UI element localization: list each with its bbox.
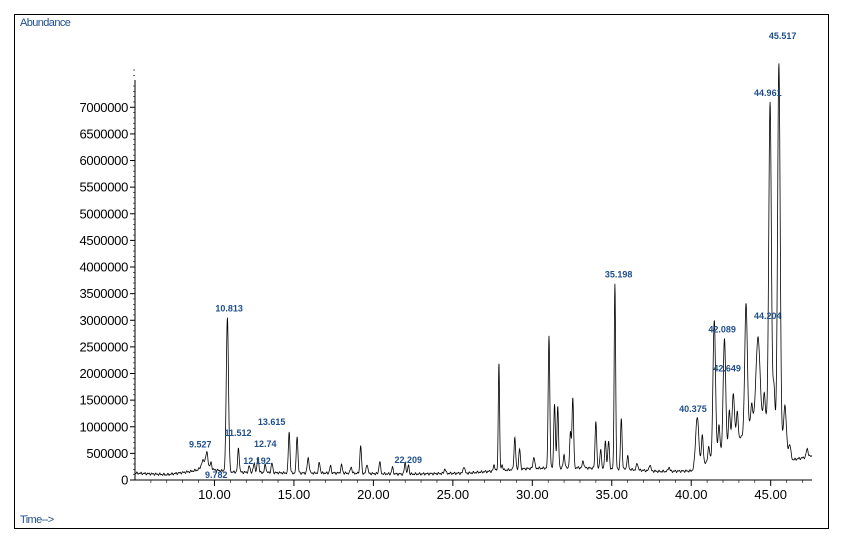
peak-labels: 9.527 9.782 10.813 11.512 12.192 12.74 13.615 2…	[189, 31, 796, 480]
peak-label: 22.209	[394, 455, 422, 465]
x-tick-label: 15.00	[278, 487, 311, 502]
chromatogram-trace	[134, 63, 813, 476]
x-tick-label: 20.00	[357, 487, 390, 502]
peak-label: 12.74	[254, 439, 277, 449]
y-tick-label: 0	[121, 473, 128, 488]
y-tick-label: 6500000	[79, 126, 128, 141]
x-tick-label: 35.00	[595, 487, 628, 502]
y-tick-label: 1000000	[79, 419, 128, 434]
peak-label: 35.198	[605, 270, 633, 280]
y-tick-label: 4500000	[79, 233, 128, 248]
peak-label: 10.813	[215, 304, 243, 314]
y-tick-label: 2500000	[79, 339, 128, 354]
peak-label: 13.615	[258, 417, 286, 427]
ticks: 0 500000 1000000 1500000 2000000 2500000 30000…	[79, 69, 803, 502]
peak-label: 12.192	[243, 456, 271, 466]
chart-frame	[14, 14, 829, 529]
peak-label: 45.517	[769, 31, 797, 41]
axes	[134, 80, 812, 481]
y-tick-label: 1500000	[79, 393, 128, 408]
y-tick-label: 5000000	[79, 206, 128, 221]
x-tick-label: 30.00	[516, 487, 549, 502]
y-tick-label: 3500000	[79, 286, 128, 301]
x-tick-label: 45.00	[754, 487, 787, 502]
x-axis-label: Time-->	[20, 514, 54, 526]
y-tick-label: 4000000	[79, 260, 128, 275]
x-tick-label: 25.00	[437, 487, 470, 502]
peak-label: 9.527	[189, 440, 212, 450]
peak-label: 40.375	[679, 404, 707, 414]
peak-label: 11.512	[224, 428, 251, 438]
peak-label: 9.782	[205, 470, 228, 480]
x-tick-label: 40.00	[675, 487, 708, 502]
y-tick-label: 5500000	[79, 180, 128, 195]
x-tick-label: 10.00	[198, 487, 231, 502]
y-tick-label: 7000000	[79, 100, 128, 115]
y-tick-label: 6000000	[79, 153, 128, 168]
y-tick-label: 500000	[86, 446, 128, 461]
peak-label: 44.961	[754, 88, 782, 98]
y-axis-label: Abundance	[20, 17, 71, 29]
y-tick-label: 3000000	[79, 313, 128, 328]
y-tick-label: 2000000	[79, 366, 128, 381]
peak-label: 42.089	[708, 325, 736, 335]
peak-label: 42.649	[713, 363, 741, 373]
peak-label: 44.204	[754, 311, 782, 321]
